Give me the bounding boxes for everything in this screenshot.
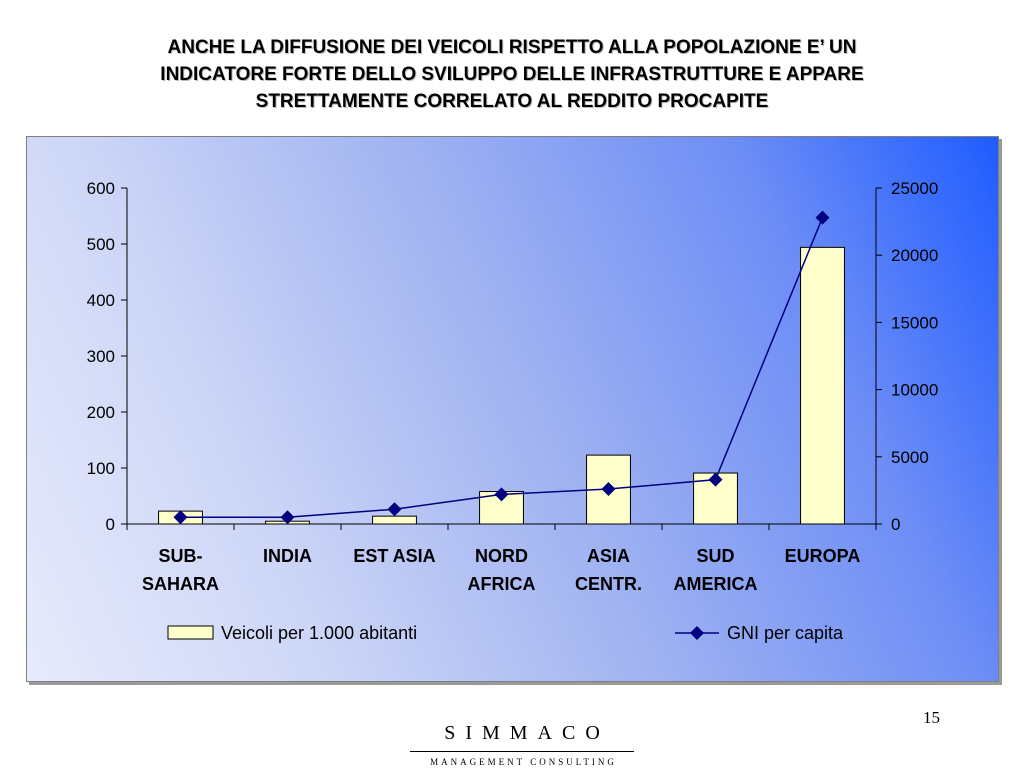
x-tick-label: SUB- bbox=[159, 546, 203, 566]
x-tick-label: EST ASIA bbox=[353, 546, 435, 566]
x-tick-label: AMERICA bbox=[674, 574, 758, 594]
x-tick-label: SAHARA bbox=[142, 574, 219, 594]
y-right-tick-label: 0 bbox=[891, 515, 900, 534]
x-tick-label: ASIA bbox=[587, 546, 630, 566]
gni-line bbox=[180, 217, 824, 519]
slide-title: ANCHE LA DIFFUSIONE DEI VEICOLI RISPETTO… bbox=[40, 34, 984, 115]
gni-marker bbox=[173, 510, 188, 525]
x-tick-label: SUD bbox=[696, 546, 734, 566]
page-number: 15 bbox=[923, 708, 940, 727]
gni-marker bbox=[601, 482, 616, 497]
x-tick-label: EUROPA bbox=[785, 546, 861, 566]
x-tick-label: NORD bbox=[475, 546, 528, 566]
y-left-tick-label: 500 bbox=[87, 235, 115, 254]
bar bbox=[372, 515, 417, 525]
legend-line-label: GNI per capita bbox=[727, 623, 844, 643]
y-left-tick-label: 100 bbox=[87, 459, 115, 478]
gni-marker bbox=[815, 210, 830, 225]
gni-marker bbox=[280, 510, 295, 525]
y-left-tick-label: 300 bbox=[87, 347, 115, 366]
title-line: ANCHE LA DIFFUSIONE DEI VEICOLI RISPETTO… bbox=[167, 37, 857, 58]
bar bbox=[800, 246, 845, 525]
chart-area: 0 100 200 300 400 500 600 0 5000 10000 15000 20000 2… bbox=[26, 136, 999, 682]
x-tick-label: AFRICA bbox=[468, 574, 536, 594]
y-right-tick-label: 15000 bbox=[891, 313, 938, 332]
legend-bar-label: Veicoli per 1.000 abitanti bbox=[221, 623, 417, 643]
x-tick-label: INDIA bbox=[263, 546, 312, 566]
y-left-tick-label: 600 bbox=[87, 179, 115, 198]
y-right-tick-label: 20000 bbox=[891, 246, 938, 265]
gni-marker bbox=[494, 487, 509, 502]
logo-subtitle: MANAGEMENT CONSULTING bbox=[430, 757, 617, 767]
gni-marker bbox=[387, 502, 402, 517]
logo-name: SIMMACO bbox=[410, 722, 634, 752]
company-logo: SIMMACO MANAGEMENT CONSULTING bbox=[410, 722, 634, 767]
y-right-tick-label: 5000 bbox=[891, 448, 929, 467]
y-right-tick-label: 10000 bbox=[891, 381, 938, 400]
title-line: INDICATORE FORTE DELLO SVILUPPO DELLE IN… bbox=[160, 64, 864, 85]
legend-marker-swatch bbox=[690, 626, 704, 640]
x-tick-label: CENTR. bbox=[575, 574, 642, 594]
y-left-tick-label: 0 bbox=[106, 515, 115, 534]
y-left-tick-label: 200 bbox=[87, 403, 115, 422]
y-right-tick-label: 25000 bbox=[891, 179, 938, 198]
y-left-tick-label: 400 bbox=[87, 291, 115, 310]
title-line: STRETTAMENTE CORRELATO AL REDDITO PROCAP… bbox=[255, 91, 769, 112]
gni-marker bbox=[708, 472, 723, 487]
legend-bar-swatch bbox=[167, 625, 214, 640]
chart: 0 100 200 300 400 500 600 0 5000 10000 15000 20000 2… bbox=[87, 179, 939, 643]
